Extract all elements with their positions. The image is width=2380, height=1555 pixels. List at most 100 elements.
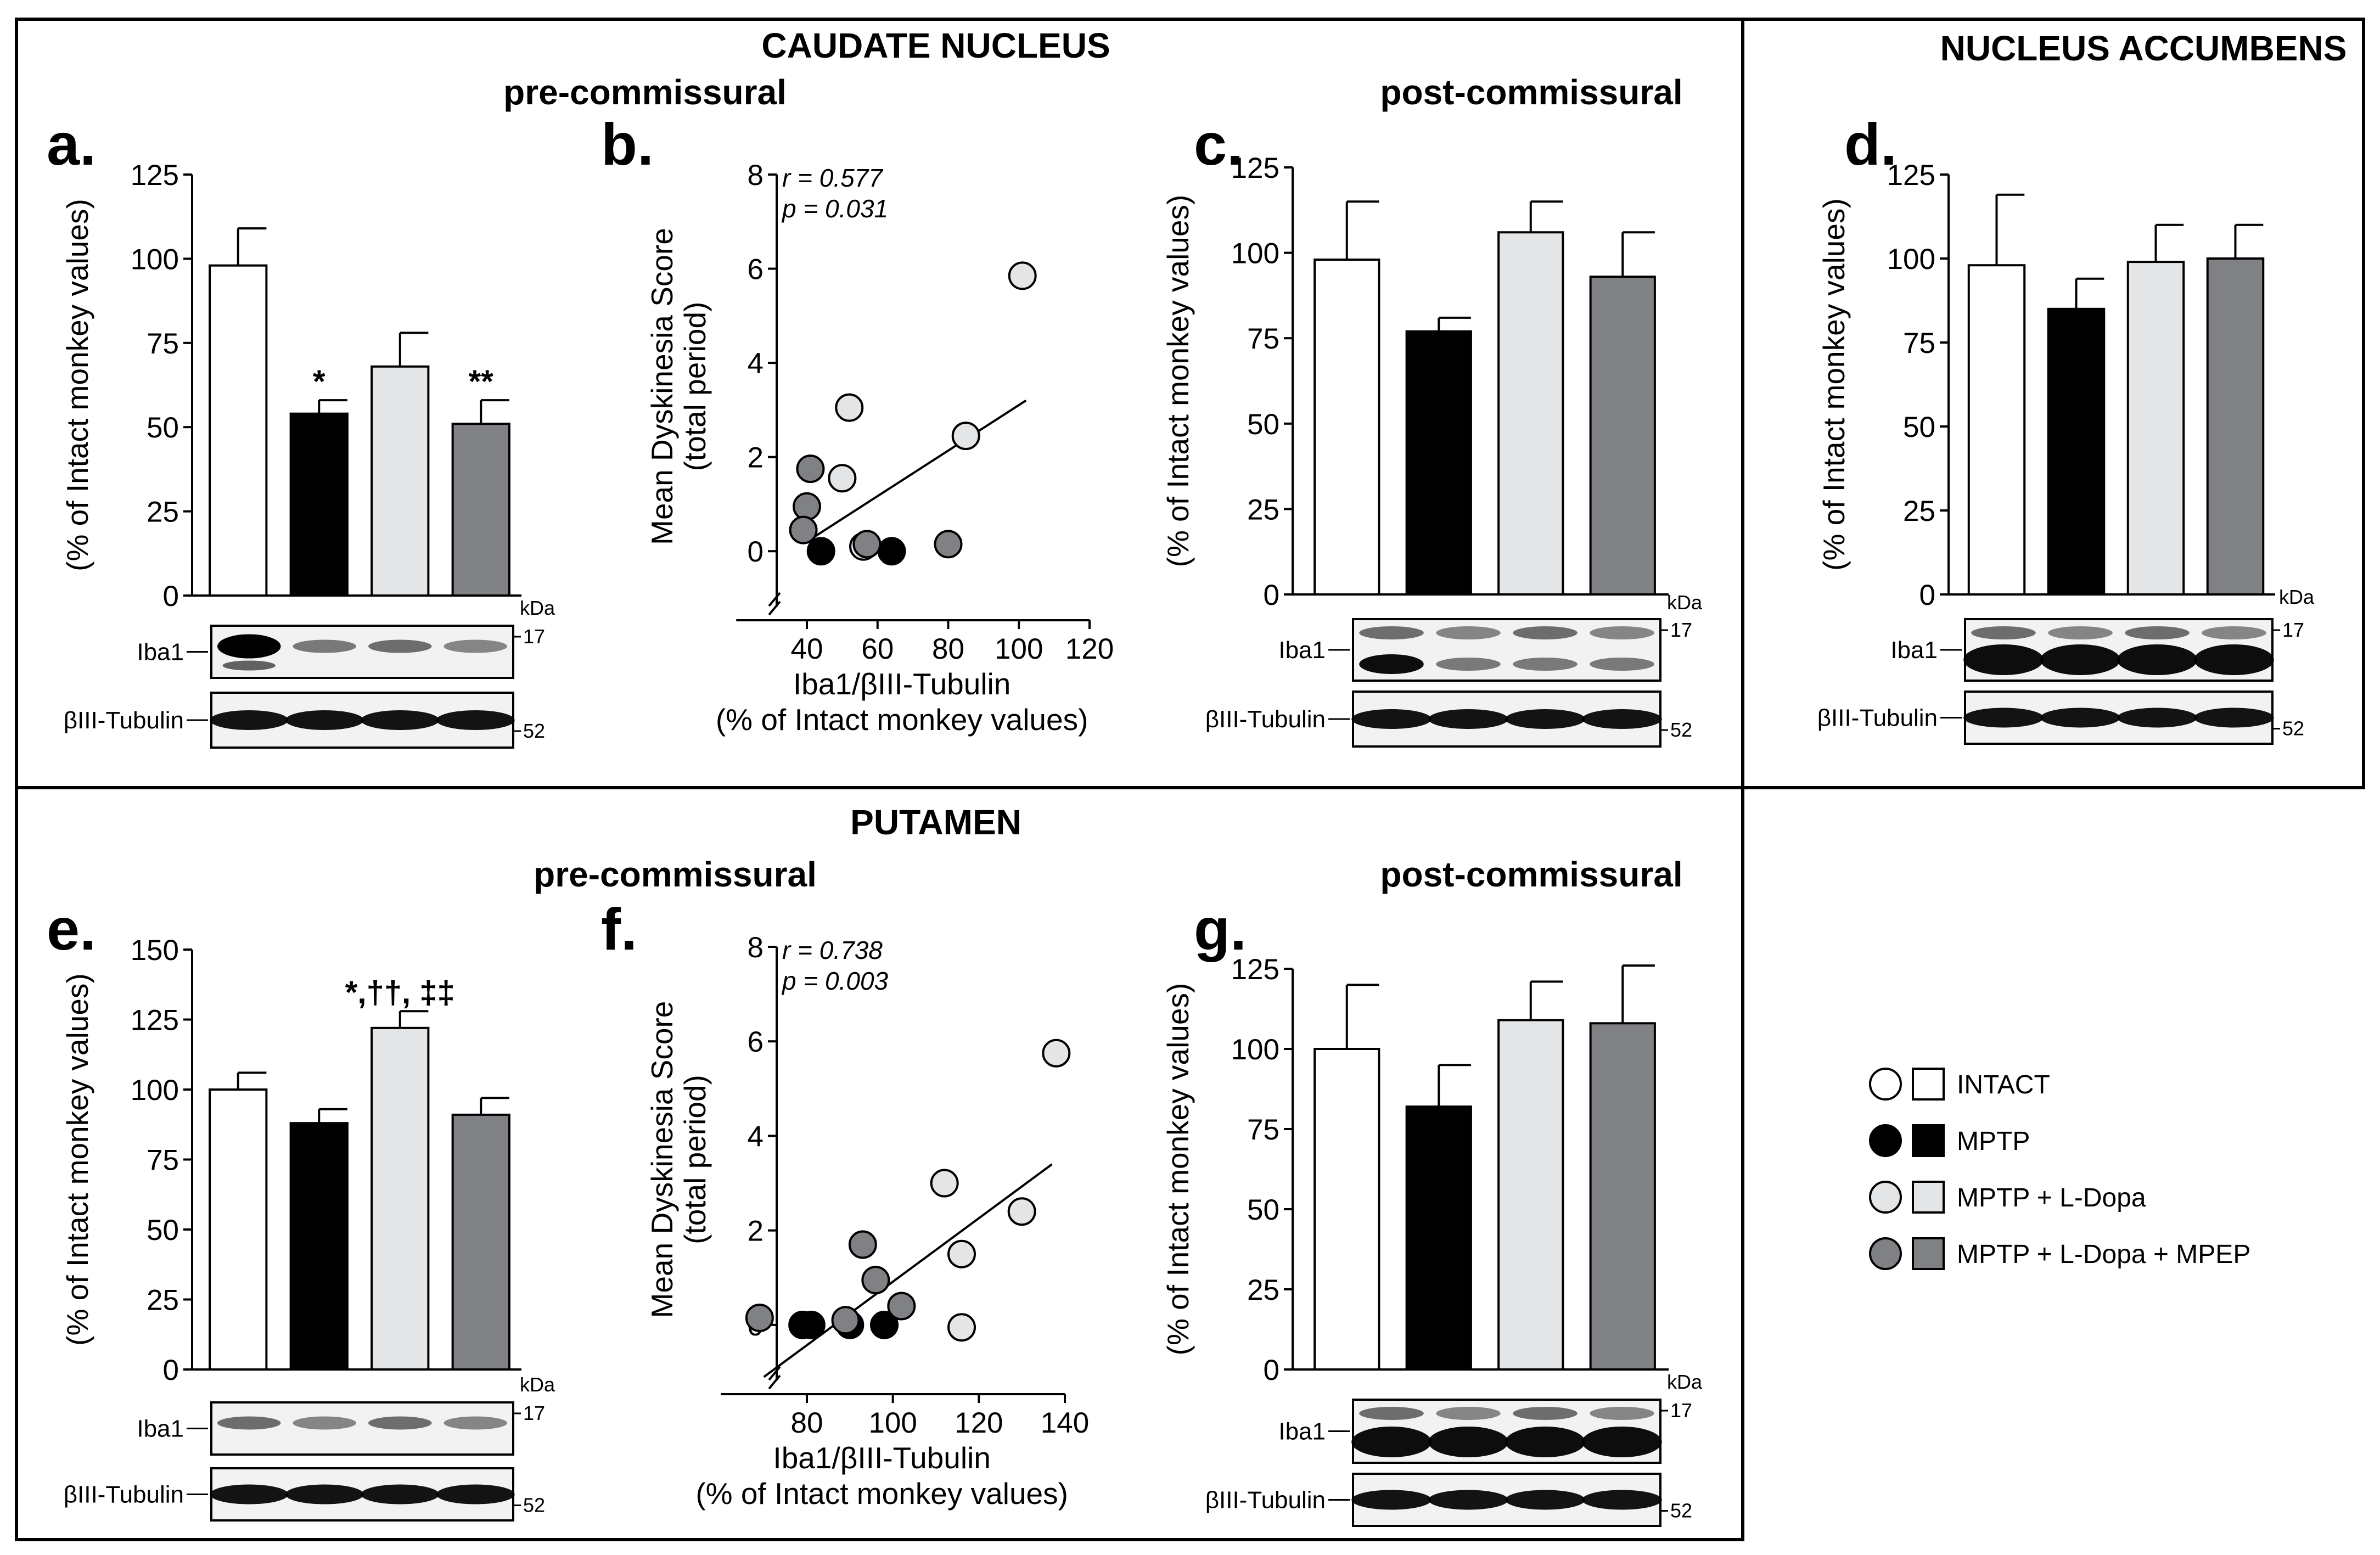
e-bar-mptp (289, 1122, 349, 1371)
panel-label-d: d. (1844, 111, 1897, 177)
blot-e-mw52-label: 52 (523, 1494, 545, 1517)
e-y-axis-label: (% of Intact monkey values) (60, 973, 94, 1346)
blot-c-tubulin-band (1351, 709, 1432, 729)
blot-g-kda-label: kDa (1667, 1371, 1703, 1393)
blot-g-tubulin-band (1582, 1490, 1662, 1510)
panel-e: e. 0 25 50 75 100 125 150 (% of Intact monkey va… (47, 896, 521, 1386)
blot-a-iba1-band (368, 639, 432, 653)
d-y-axis-label: (% of Intact monkey values) (1817, 198, 1851, 571)
b-point-ldopa (835, 393, 864, 422)
b-p-value: p = 0.031 (781, 194, 888, 223)
b-regression-line (813, 400, 1027, 538)
blot-d-iba1-band (2202, 626, 2266, 639)
b-point-mptp (806, 537, 835, 566)
blot-d-tubulin-band (2040, 708, 2120, 728)
legend-square-mptp (1912, 1124, 1945, 1157)
a-bar-mpep (451, 423, 510, 597)
b-x-axis-label-2: (% of Intact monkey values) (716, 703, 1088, 737)
legend-circle-mptp (1869, 1124, 1902, 1157)
blot-a-iba1-label: Iba1 (137, 639, 184, 666)
blot-e-tubulin-band (436, 1484, 515, 1505)
e-y-tick-label: 150 (131, 934, 179, 967)
c-y-axis-label: (% of Intact monkey values) (1161, 195, 1195, 568)
blot-e-iba1-band (293, 1416, 356, 1430)
blot-g-iba1-band (1359, 1407, 1424, 1420)
b-x-axis-label: Iba1/βIII-Tubulin (793, 667, 1011, 701)
a-y-tick-label: 75 (147, 328, 179, 360)
blot-g-mw17-label: 17 (1670, 1399, 1692, 1422)
frame-accumbens (1741, 18, 2365, 789)
f-point-ldopa (1042, 1038, 1071, 1068)
b-r-value: r = 0.577 (782, 164, 883, 192)
b-x-tick-label: 100 (995, 633, 1043, 665)
d-y-tick-label: 100 (1887, 243, 1935, 276)
f-x-axis-label: Iba1/βIII-Tubulin (773, 1441, 990, 1475)
blot-e: Iba1 βIII-Tubulin kDa 17 52 (64, 1373, 555, 1522)
panel-label-f: f. (601, 896, 637, 962)
f-point-ldopa (947, 1313, 976, 1342)
post-commissural-top: post-commissural (1380, 72, 1682, 112)
f-regression-line (763, 1163, 1053, 1378)
f-y-tick-label: 2 (748, 1215, 764, 1248)
western-blots: Iba1 βIII-Tubulin kDa 17 52 Iba1 βIII-Tubulin k… (64, 586, 2315, 1527)
g-y-tick-label: 100 (1231, 1034, 1279, 1066)
legend-circle-ldopa (1869, 1181, 1902, 1214)
e-y-tick-label: 0 (163, 1354, 179, 1386)
b-y-tick-label: 2 (748, 442, 764, 474)
panel-f: f.0246880100120140Iba1/βIII-Tubulin(% of… (601, 896, 1089, 1511)
blot-e-tubulin-label: βIII-Tubulin (64, 1481, 184, 1508)
c-bar-mptp (1405, 330, 1472, 596)
f-point-mptp (870, 1310, 899, 1339)
post-commissural-bottom: post-commissural (1380, 855, 1682, 894)
b-y-axis-label: Mean Dyskinesia Score (645, 228, 679, 545)
blot-g-iba1-label: Iba1 (1278, 1418, 1326, 1445)
g-y-axis-label: (% of Intact monkey values) (1161, 983, 1195, 1356)
b-point-ldopa (828, 464, 857, 493)
f-x-tick-label: 120 (955, 1407, 1003, 1439)
blot-d-iba1-lower-band (2040, 644, 2120, 675)
blot-a-iba1-band (293, 639, 356, 653)
d-bar-mpep (2206, 257, 2265, 596)
blot-g-tubulin-label: βIII-Tubulin (1205, 1487, 1326, 1514)
f-point-ldopa (1007, 1197, 1036, 1226)
blot-e-tubulin-band (361, 1484, 440, 1505)
frame-putamen (15, 786, 1744, 1541)
blot-d-iba1-band (2048, 626, 2113, 639)
f-axis-break (768, 1366, 781, 1381)
f-point-ldopa (930, 1169, 959, 1198)
blot-e-iba1-band (444, 1416, 507, 1430)
blot-e-iba1-band (368, 1416, 432, 1430)
legend-item: MPTP + L-Dopa + MPEP (1869, 1237, 2250, 1270)
a-bar-mptp (289, 412, 349, 597)
blot-c-iba1-lower-band (1436, 658, 1501, 671)
blot-c-iba1-lower-band (1513, 658, 1578, 671)
blot-d-iba1-label: Iba1 (1890, 637, 1938, 664)
blot-e-iba1-band (217, 1416, 281, 1430)
blot-g-iba1-lower-band (1582, 1427, 1662, 1457)
blot-a: Iba1 βIII-Tubulin kDa 17 52 (64, 597, 555, 749)
a-bar-ldopa (371, 365, 430, 597)
blot-g-iba1-band (1513, 1407, 1578, 1420)
e-y-tick-label: 75 (147, 1144, 179, 1177)
e-y-tick-label: 25 (147, 1284, 179, 1317)
caudate-header: CAUDATE NUCLEUS (761, 26, 1110, 65)
legend-item: MPTP (1869, 1124, 2030, 1157)
f-point-mpep (745, 1303, 774, 1332)
blot-a-iba1-band (444, 639, 507, 653)
a-bar-intact (209, 264, 268, 597)
a-y-tick-label: 100 (131, 243, 179, 276)
legend-item: MPTP + L-Dopa (1869, 1181, 2146, 1214)
panel-d: d. 0 25 50 75 100 125 (% of Intact monkey value… (1817, 111, 2275, 611)
panel-b: b. 0 2 4 6 8 40 60 80 100 120 Iba1/βIII-Tubulin(% o… (601, 111, 1114, 737)
b-point-mpep (852, 530, 882, 559)
blot-d-tubulin-band (1963, 708, 2044, 728)
accumbens-header: NUCLEUS ACCUMBENS (1940, 29, 2347, 68)
f-p-value: p = 0.003 (781, 967, 889, 995)
c-y-tick-label: 25 (1247, 493, 1279, 526)
blot-e-mw17-label: 17 (523, 1402, 545, 1424)
b-x-tick-label: 120 (1065, 633, 1114, 665)
blot-g-tubulin-band (1428, 1490, 1508, 1510)
d-y-tick-label: 0 (1919, 579, 1935, 611)
a-y-tick-label: 125 (131, 159, 179, 192)
d-y-tick-label: 125 (1887, 159, 1935, 192)
